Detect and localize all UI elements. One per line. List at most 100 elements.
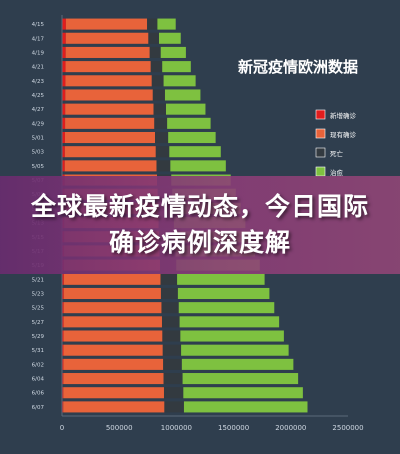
bar-segment-0 xyxy=(62,330,64,342)
x-tick-label: 2000000 xyxy=(275,424,306,432)
bar-segment-1 xyxy=(63,387,164,399)
bar-segment-2 xyxy=(162,330,181,342)
bar-segment-0 xyxy=(62,75,66,87)
legend-swatch xyxy=(315,128,326,139)
bar-segment-3 xyxy=(165,103,206,115)
bar-segment-2 xyxy=(154,117,168,129)
category-label: 5/01 xyxy=(32,136,44,142)
bar-segment-0 xyxy=(62,103,66,115)
bar-segment-3 xyxy=(157,18,176,30)
bar-segment-0 xyxy=(62,358,64,370)
bar-segment-2 xyxy=(160,287,178,300)
bar-segment-0 xyxy=(62,273,64,285)
bar-segment-3 xyxy=(179,316,280,328)
bar-segment-3 xyxy=(162,61,191,73)
category-label: 4/15 xyxy=(32,22,45,28)
x-tick-label: 500000 xyxy=(106,424,133,432)
bar-segment-2 xyxy=(152,89,165,101)
bar-segment-0 xyxy=(62,89,66,101)
x-tick-label: 1500000 xyxy=(218,424,249,432)
bar-segment-1 xyxy=(65,32,149,44)
bar-segment-3 xyxy=(160,46,186,58)
legend-label: 新增确诊 xyxy=(330,111,357,120)
bar-segment-2 xyxy=(161,316,180,328)
bar-segment-1 xyxy=(65,117,155,129)
bar-segment-2 xyxy=(163,358,182,370)
category-label: 5/03 xyxy=(32,150,45,156)
category-label: 5/27 xyxy=(32,320,45,326)
bar-segment-2 xyxy=(148,32,160,44)
legend-label: 治愈 xyxy=(330,168,344,177)
category-label: 4/27 xyxy=(32,107,45,113)
bar-segment-2 xyxy=(151,75,164,87)
bar-segment-1 xyxy=(63,316,162,328)
bar-segment-2 xyxy=(147,18,158,30)
bar-segment-1 xyxy=(63,330,163,342)
x-tick-label: 1000000 xyxy=(161,424,192,432)
category-label: 5/21 xyxy=(32,277,44,283)
legend-label: 现有确诊 xyxy=(330,130,357,139)
bar-segment-3 xyxy=(164,89,201,101)
bar-segment-3 xyxy=(182,373,299,385)
category-label: 5/25 xyxy=(32,306,45,312)
chart-title: 新冠疫情欧洲数据 xyxy=(238,58,358,76)
bar-segment-0 xyxy=(62,131,65,144)
bar-segment-0 xyxy=(62,32,66,44)
bar-segment-0 xyxy=(62,373,64,385)
bar-segment-1 xyxy=(65,75,152,87)
bar-segment-2 xyxy=(162,344,182,356)
bar-segment-1 xyxy=(64,146,156,158)
category-label: 6/06 xyxy=(32,391,45,397)
bar-segment-0 xyxy=(62,61,66,73)
bar-segment-1 xyxy=(65,89,153,101)
bar-segment-0 xyxy=(62,287,64,300)
bar-segment-1 xyxy=(63,358,164,370)
bar-segment-3 xyxy=(168,131,216,144)
bar-segment-1 xyxy=(63,344,163,356)
bar-segment-2 xyxy=(163,373,183,385)
bar-segment-2 xyxy=(163,387,184,399)
bar-segment-2 xyxy=(156,160,171,172)
category-label: 5/05 xyxy=(32,164,45,170)
bar-segment-2 xyxy=(150,61,163,73)
bar-segment-1 xyxy=(63,273,161,285)
bar-segment-3 xyxy=(181,358,294,370)
bar-segment-1 xyxy=(64,131,156,144)
bar-segment-0 xyxy=(62,302,64,314)
x-tick-label: 2500000 xyxy=(332,424,363,432)
legend-swatch xyxy=(315,147,326,158)
bar-segment-3 xyxy=(163,75,196,87)
bar-segment-0 xyxy=(62,401,64,413)
bar-segment-3 xyxy=(183,401,308,413)
bar-segment-0 xyxy=(62,344,64,356)
bar-segment-0 xyxy=(62,316,64,328)
bar-segment-1 xyxy=(65,46,150,58)
bar-segment-3 xyxy=(177,273,265,285)
bar-segment-3 xyxy=(177,287,270,300)
headline-text: 全球最新疫情动态，今日国际确诊病例深度解 xyxy=(30,192,369,257)
bar-segment-0 xyxy=(62,146,65,158)
x-tick-label: 0 xyxy=(60,424,64,432)
bar-segment-1 xyxy=(63,302,162,314)
legend-swatch xyxy=(315,166,326,177)
bar-segment-0 xyxy=(62,387,64,399)
category-label: 4/21 xyxy=(32,65,44,71)
bar-segment-1 xyxy=(65,103,154,115)
bar-segment-2 xyxy=(160,273,178,285)
headline-banner: 全球最新疫情动态，今日国际确诊病例深度解 xyxy=(0,176,400,274)
category-label: 6/04 xyxy=(32,377,45,383)
bar-segment-0 xyxy=(62,117,66,129)
bar-segment-0 xyxy=(62,160,65,172)
bar-segment-2 xyxy=(153,103,166,115)
bar-segment-2 xyxy=(149,46,161,58)
bar-segment-3 xyxy=(178,302,275,314)
bar-segment-3 xyxy=(181,344,289,356)
bar-segment-0 xyxy=(62,46,66,58)
bar-segment-3 xyxy=(159,32,181,44)
bar-segment-3 xyxy=(169,146,221,158)
bar-segment-3 xyxy=(183,387,303,399)
bar-segment-1 xyxy=(65,18,148,30)
category-label: 6/02 xyxy=(32,362,44,368)
